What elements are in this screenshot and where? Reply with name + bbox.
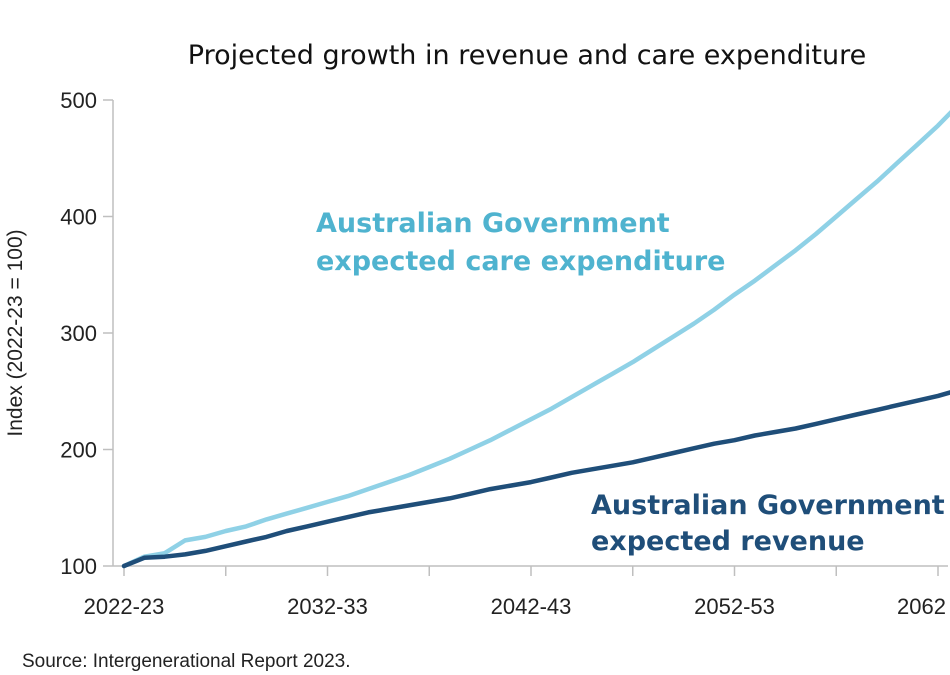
y-tick-label: 500 xyxy=(60,88,97,113)
x-tick-label: 2032-33 xyxy=(287,594,368,619)
expenditure-annotation-line-1: Australian Government xyxy=(316,208,670,239)
plot-area xyxy=(121,110,950,569)
y-tick-label: 200 xyxy=(60,438,97,463)
chart-title: Projected growth in revenue and care exp… xyxy=(188,40,866,71)
revenue-annotation-line-2: expected revenue xyxy=(591,526,865,557)
x-tick-label: 2062 xyxy=(897,594,946,619)
x-axis: 2022-23 2032-33 2042-43 2052-53 2062 xyxy=(84,565,948,619)
y-tick-label: 100 xyxy=(60,554,97,579)
expenditure-annotation-line-2: expected care expenditure xyxy=(316,246,726,277)
y-axis-label: Index (2022-23 = 100) xyxy=(4,229,27,436)
expenditure-annotation: Australian Government expected care expe… xyxy=(316,208,726,277)
revenue-annotation-line-1: Australian Government xyxy=(591,490,945,521)
y-axis: 100 200 300 400 500 xyxy=(60,88,114,579)
series-line-expenditure xyxy=(121,110,950,569)
revenue-annotation: Australian Government expected revenue xyxy=(591,490,950,557)
x-tick-label: 2022-23 xyxy=(84,594,165,619)
x-tick-label: 2042-43 xyxy=(491,594,572,619)
y-tick-label: 400 xyxy=(60,205,97,230)
y-tick-label: 300 xyxy=(60,321,97,346)
series-line-revenue xyxy=(121,390,950,569)
x-tick-label: 2052-53 xyxy=(694,594,775,619)
source-note: Source: Intergenerational Report 2023. xyxy=(22,651,351,672)
